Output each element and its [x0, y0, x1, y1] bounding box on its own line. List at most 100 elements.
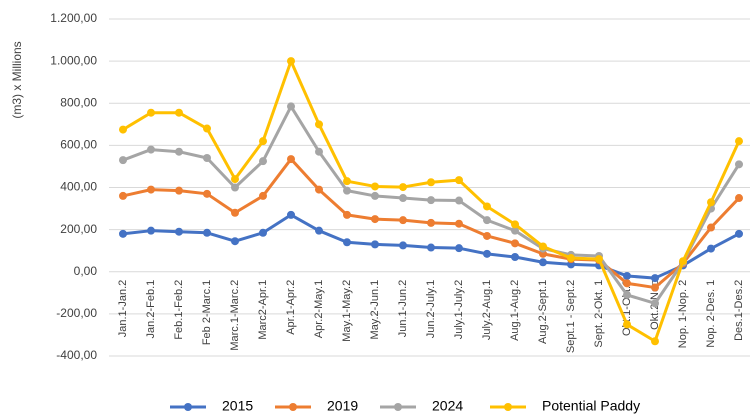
point — [707, 198, 715, 207]
x-tick-label: May.1-May.2 — [341, 280, 353, 342]
point — [427, 196, 435, 205]
point — [343, 177, 351, 186]
point — [175, 108, 183, 117]
point — [455, 244, 463, 253]
point — [623, 290, 631, 299]
point — [511, 239, 519, 248]
point — [511, 226, 519, 235]
legend-label: 2019 — [327, 398, 358, 414]
point — [259, 228, 267, 237]
legend-label: Potential Paddy — [542, 398, 640, 414]
point — [735, 160, 743, 169]
point — [287, 210, 295, 219]
point — [399, 183, 407, 192]
point — [203, 189, 211, 198]
point — [455, 176, 463, 185]
point — [147, 108, 155, 117]
point — [455, 196, 463, 205]
point — [735, 137, 743, 146]
y-tick-label: 600,00 — [60, 138, 97, 152]
x-tick-label: Feb 2-Marc.1 — [201, 280, 213, 345]
point — [119, 156, 127, 165]
point — [315, 120, 323, 129]
point — [231, 183, 239, 192]
point — [399, 194, 407, 203]
point — [203, 154, 211, 163]
point — [707, 244, 715, 253]
point — [427, 178, 435, 187]
point — [483, 231, 491, 240]
x-tick-label: Des.1-Des.2 — [733, 280, 745, 341]
point — [679, 257, 687, 266]
point — [175, 227, 183, 236]
point — [399, 241, 407, 250]
x-tick-label: Apr.1-Apr.2 — [285, 280, 297, 335]
point — [511, 253, 519, 262]
point — [483, 249, 491, 258]
point — [651, 274, 659, 283]
point — [623, 271, 631, 280]
x-tick-label: Nop. 1-Nop. 2 — [677, 280, 689, 348]
x-tick-label: Jun.2-July.1 — [425, 280, 437, 339]
point — [259, 157, 267, 166]
point — [175, 186, 183, 195]
x-tick-label: May.2-Jun.1 — [369, 280, 381, 340]
x-tick-label: July.2-Aug.1 — [481, 280, 493, 340]
point — [483, 216, 491, 225]
point — [539, 258, 547, 267]
legend-marker — [504, 403, 512, 411]
point — [259, 137, 267, 146]
point — [147, 145, 155, 154]
point — [287, 155, 295, 164]
point — [735, 229, 743, 238]
x-tick-label: Aug.1-Aug.2 — [509, 280, 521, 341]
point — [175, 147, 183, 156]
point — [623, 279, 631, 288]
point — [595, 255, 603, 264]
legend-marker — [394, 403, 402, 411]
point — [231, 208, 239, 217]
x-tick-label: Jan.2-Feb.1 — [145, 280, 157, 339]
point — [203, 228, 211, 237]
point — [203, 124, 211, 133]
point — [651, 299, 659, 308]
y-tick-label: 1.200,00 — [50, 11, 97, 25]
point — [371, 215, 379, 224]
x-tick-label: Marc2-Apr.1 — [257, 280, 269, 340]
x-tick-label: Apr.2-May.1 — [313, 280, 325, 339]
point — [455, 219, 463, 228]
x-tick-label: Aug.2-Sept.1 — [537, 280, 549, 344]
point — [427, 218, 435, 227]
point — [623, 320, 631, 329]
point — [119, 191, 127, 200]
legend-label: 2015 — [222, 398, 253, 414]
point — [343, 238, 351, 247]
y-tick-label: -400,00 — [56, 348, 97, 362]
point — [539, 242, 547, 251]
point — [651, 283, 659, 292]
point — [147, 226, 155, 235]
x-tick-label: Sept.1 - Sept.2 — [565, 280, 577, 353]
y-tick-label: 200,00 — [60, 222, 97, 236]
y-tick-label: 1.000,00 — [50, 53, 97, 67]
x-tick-label: Marc.1-Marc.2 — [229, 280, 241, 351]
y-tick-label: 0,00 — [74, 264, 98, 278]
x-tick-label: Jun.1-Jun.2 — [397, 280, 409, 337]
point — [315, 185, 323, 194]
y-tick-label: -200,00 — [56, 306, 97, 320]
point — [231, 237, 239, 246]
legend-label: 2024 — [432, 398, 463, 414]
point — [119, 125, 127, 134]
x-tick-label: Nop. 2-Des. 1 — [705, 280, 717, 348]
point — [735, 194, 743, 203]
x-tick-label: Sept. 2-Okt. 1 — [593, 280, 605, 348]
point — [651, 337, 659, 346]
x-tick-label: Jan.1-Jan.2 — [117, 280, 129, 337]
point — [287, 102, 295, 111]
y-tick-label: 400,00 — [60, 180, 97, 194]
point — [707, 223, 715, 232]
point — [231, 175, 239, 184]
point — [427, 243, 435, 252]
point — [315, 147, 323, 156]
